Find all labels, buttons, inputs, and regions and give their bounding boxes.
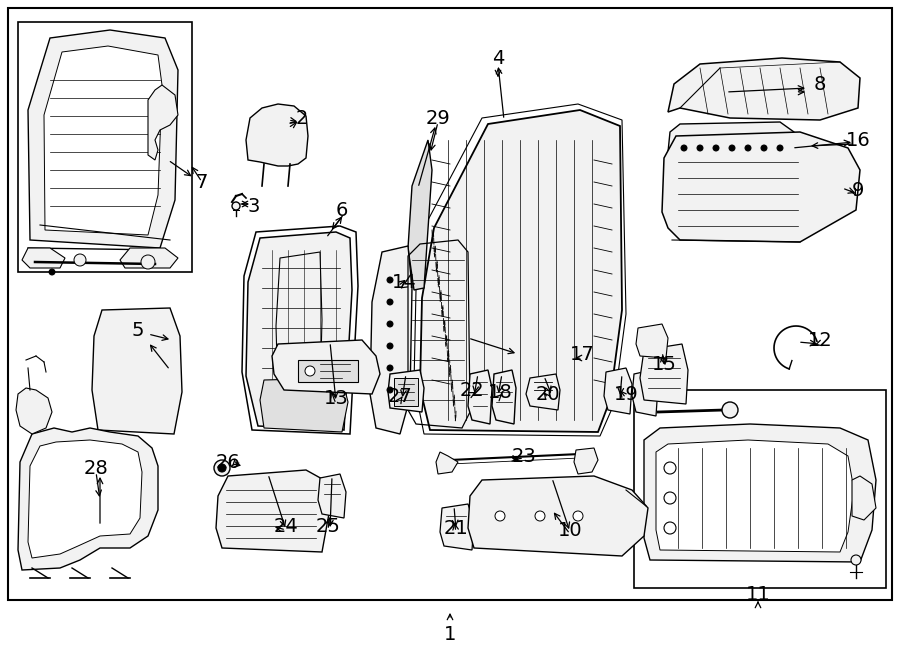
Polygon shape: [44, 46, 162, 235]
Polygon shape: [388, 370, 424, 412]
Circle shape: [664, 492, 676, 504]
Polygon shape: [492, 370, 516, 424]
Text: 12: 12: [807, 330, 833, 350]
Circle shape: [573, 511, 583, 521]
Polygon shape: [318, 474, 346, 518]
Polygon shape: [246, 104, 308, 166]
Circle shape: [141, 255, 155, 269]
Bar: [18, 22, 192, 272]
Polygon shape: [420, 110, 622, 432]
Circle shape: [387, 387, 393, 393]
Polygon shape: [440, 504, 474, 550]
Text: 27: 27: [388, 387, 412, 406]
Text: 16: 16: [846, 130, 870, 150]
Circle shape: [697, 145, 703, 151]
Text: 14: 14: [392, 273, 417, 291]
Text: 25: 25: [316, 516, 340, 536]
Circle shape: [681, 145, 687, 151]
Circle shape: [851, 555, 861, 565]
Polygon shape: [644, 424, 876, 562]
Polygon shape: [22, 248, 65, 268]
Polygon shape: [18, 428, 158, 570]
Circle shape: [218, 464, 226, 472]
Circle shape: [214, 460, 230, 476]
Text: 23: 23: [511, 446, 536, 465]
Text: 20: 20: [536, 385, 561, 404]
Circle shape: [387, 365, 393, 371]
Circle shape: [729, 145, 735, 151]
Polygon shape: [526, 374, 560, 410]
Polygon shape: [16, 388, 52, 434]
Polygon shape: [260, 378, 348, 432]
Circle shape: [305, 366, 315, 376]
Text: 8: 8: [814, 75, 826, 93]
Text: 7: 7: [196, 173, 208, 191]
Bar: [394, 378, 418, 406]
Text: 26: 26: [216, 453, 240, 471]
Circle shape: [713, 145, 719, 151]
Polygon shape: [656, 440, 854, 552]
Text: 22: 22: [460, 381, 484, 399]
Circle shape: [387, 321, 393, 327]
Polygon shape: [246, 232, 352, 430]
Polygon shape: [636, 324, 668, 358]
Bar: [634, 390, 886, 588]
Polygon shape: [370, 246, 412, 434]
Circle shape: [777, 145, 783, 151]
Polygon shape: [468, 476, 648, 556]
Polygon shape: [272, 340, 380, 394]
Circle shape: [495, 511, 505, 521]
Bar: [8, 8, 892, 600]
Text: 10: 10: [558, 520, 582, 540]
Polygon shape: [468, 370, 492, 424]
Text: 4: 4: [491, 48, 504, 68]
Circle shape: [664, 462, 676, 474]
Polygon shape: [604, 368, 632, 414]
Circle shape: [664, 522, 676, 534]
Text: 1: 1: [444, 624, 456, 643]
Polygon shape: [28, 30, 178, 248]
Circle shape: [387, 299, 393, 305]
Polygon shape: [216, 470, 330, 552]
Circle shape: [761, 145, 767, 151]
Polygon shape: [574, 448, 598, 474]
Circle shape: [387, 277, 393, 283]
Polygon shape: [662, 132, 860, 242]
Text: 9: 9: [851, 181, 864, 199]
Text: 18: 18: [488, 383, 512, 401]
Circle shape: [535, 511, 545, 521]
Polygon shape: [632, 370, 658, 416]
Text: 17: 17: [570, 344, 594, 363]
Polygon shape: [408, 140, 432, 290]
Bar: [298, 360, 358, 382]
Polygon shape: [28, 440, 142, 558]
Polygon shape: [852, 476, 876, 520]
Text: 11: 11: [745, 585, 770, 604]
Circle shape: [74, 254, 86, 266]
Circle shape: [387, 343, 393, 349]
Text: 29: 29: [426, 109, 450, 128]
Polygon shape: [436, 452, 458, 474]
Text: 2: 2: [296, 109, 308, 128]
Circle shape: [49, 269, 55, 275]
Polygon shape: [120, 248, 178, 268]
Circle shape: [232, 202, 240, 210]
Text: 13: 13: [324, 389, 348, 408]
Polygon shape: [92, 308, 182, 434]
Circle shape: [722, 402, 738, 418]
Circle shape: [745, 145, 751, 151]
Text: 28: 28: [84, 459, 108, 477]
Text: 3: 3: [248, 197, 260, 216]
Polygon shape: [148, 85, 178, 160]
Text: 21: 21: [444, 518, 468, 538]
Text: 19: 19: [614, 385, 638, 404]
Text: 6: 6: [336, 201, 348, 220]
Polygon shape: [668, 122, 798, 174]
Text: 24: 24: [274, 516, 299, 536]
Text: 5: 5: [131, 320, 144, 340]
Polygon shape: [640, 344, 688, 404]
Polygon shape: [668, 58, 860, 120]
Text: 15: 15: [652, 354, 677, 373]
